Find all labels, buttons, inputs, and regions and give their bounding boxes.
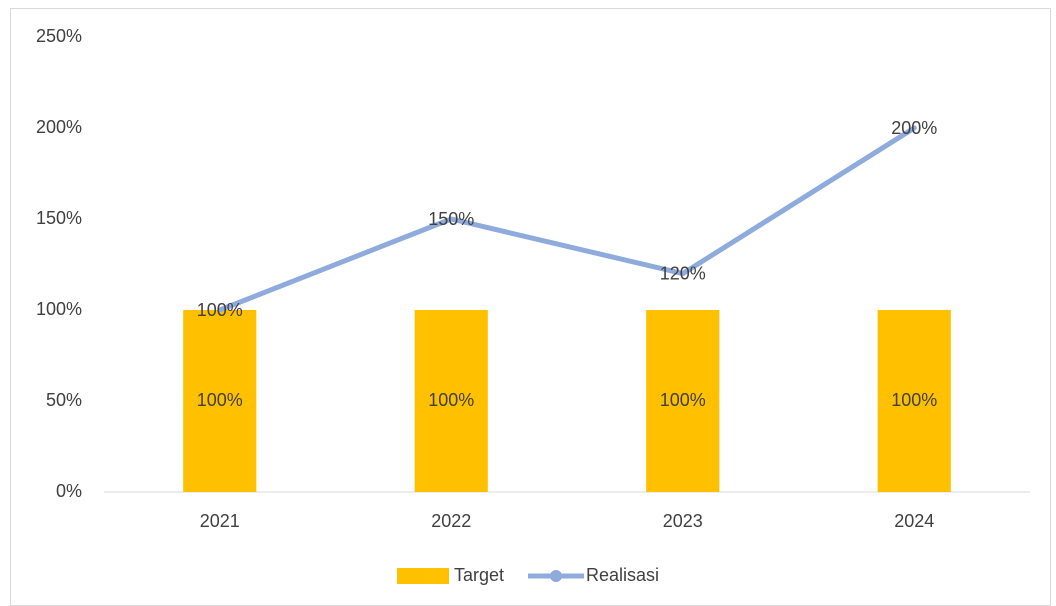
legend-label: Realisasi bbox=[586, 565, 659, 585]
bar bbox=[646, 310, 720, 492]
chart-frame bbox=[10, 8, 1051, 606]
data-label: 100% bbox=[197, 300, 243, 320]
data-label: 100% bbox=[660, 390, 706, 410]
y-tick-label: 0% bbox=[56, 481, 82, 501]
y-tick-label: 250% bbox=[36, 26, 82, 46]
bar bbox=[877, 310, 951, 492]
x-tick-label: 2024 bbox=[894, 511, 934, 531]
legend-swatch bbox=[397, 568, 449, 584]
data-label: 200% bbox=[891, 118, 937, 138]
line bbox=[217, 125, 917, 313]
x-tick-label: 2022 bbox=[431, 511, 471, 531]
y-tick-label: 50% bbox=[46, 390, 82, 410]
legend-label: Target bbox=[454, 565, 504, 585]
data-label: 150% bbox=[428, 209, 474, 229]
x-tick-label: 2023 bbox=[663, 511, 703, 531]
bar bbox=[414, 310, 488, 492]
data-label: 100% bbox=[891, 390, 937, 410]
data-label: 100% bbox=[428, 390, 474, 410]
data-label: 100% bbox=[197, 390, 243, 410]
x-tick-label: 2021 bbox=[200, 511, 240, 531]
y-tick-label: 150% bbox=[36, 208, 82, 228]
data-label: 120% bbox=[660, 263, 706, 283]
bar bbox=[183, 310, 257, 492]
y-tick-label: 200% bbox=[36, 117, 82, 137]
y-tick-label: 100% bbox=[36, 299, 82, 319]
legend-marker bbox=[550, 570, 563, 582]
